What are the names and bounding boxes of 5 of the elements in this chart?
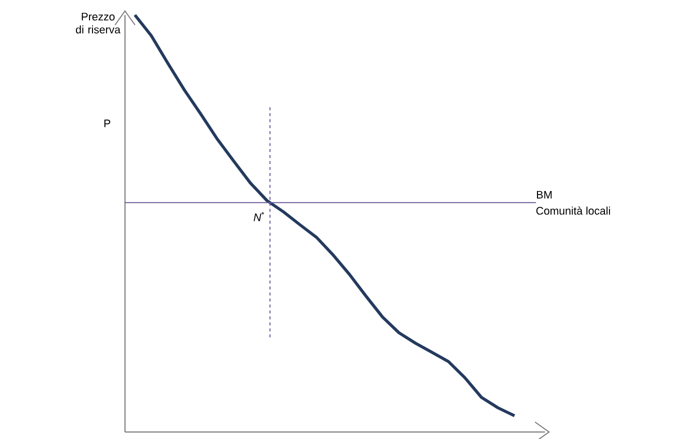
text: P: [104, 120, 110, 128]
annotation: N$^{*}$: [254, 212, 264, 222]
y-axis-title: Prezzo di riserva: [76, 12, 121, 34]
text: Comunità locali: [536, 206, 610, 215]
ref-line-label: BM: [536, 190, 552, 198]
